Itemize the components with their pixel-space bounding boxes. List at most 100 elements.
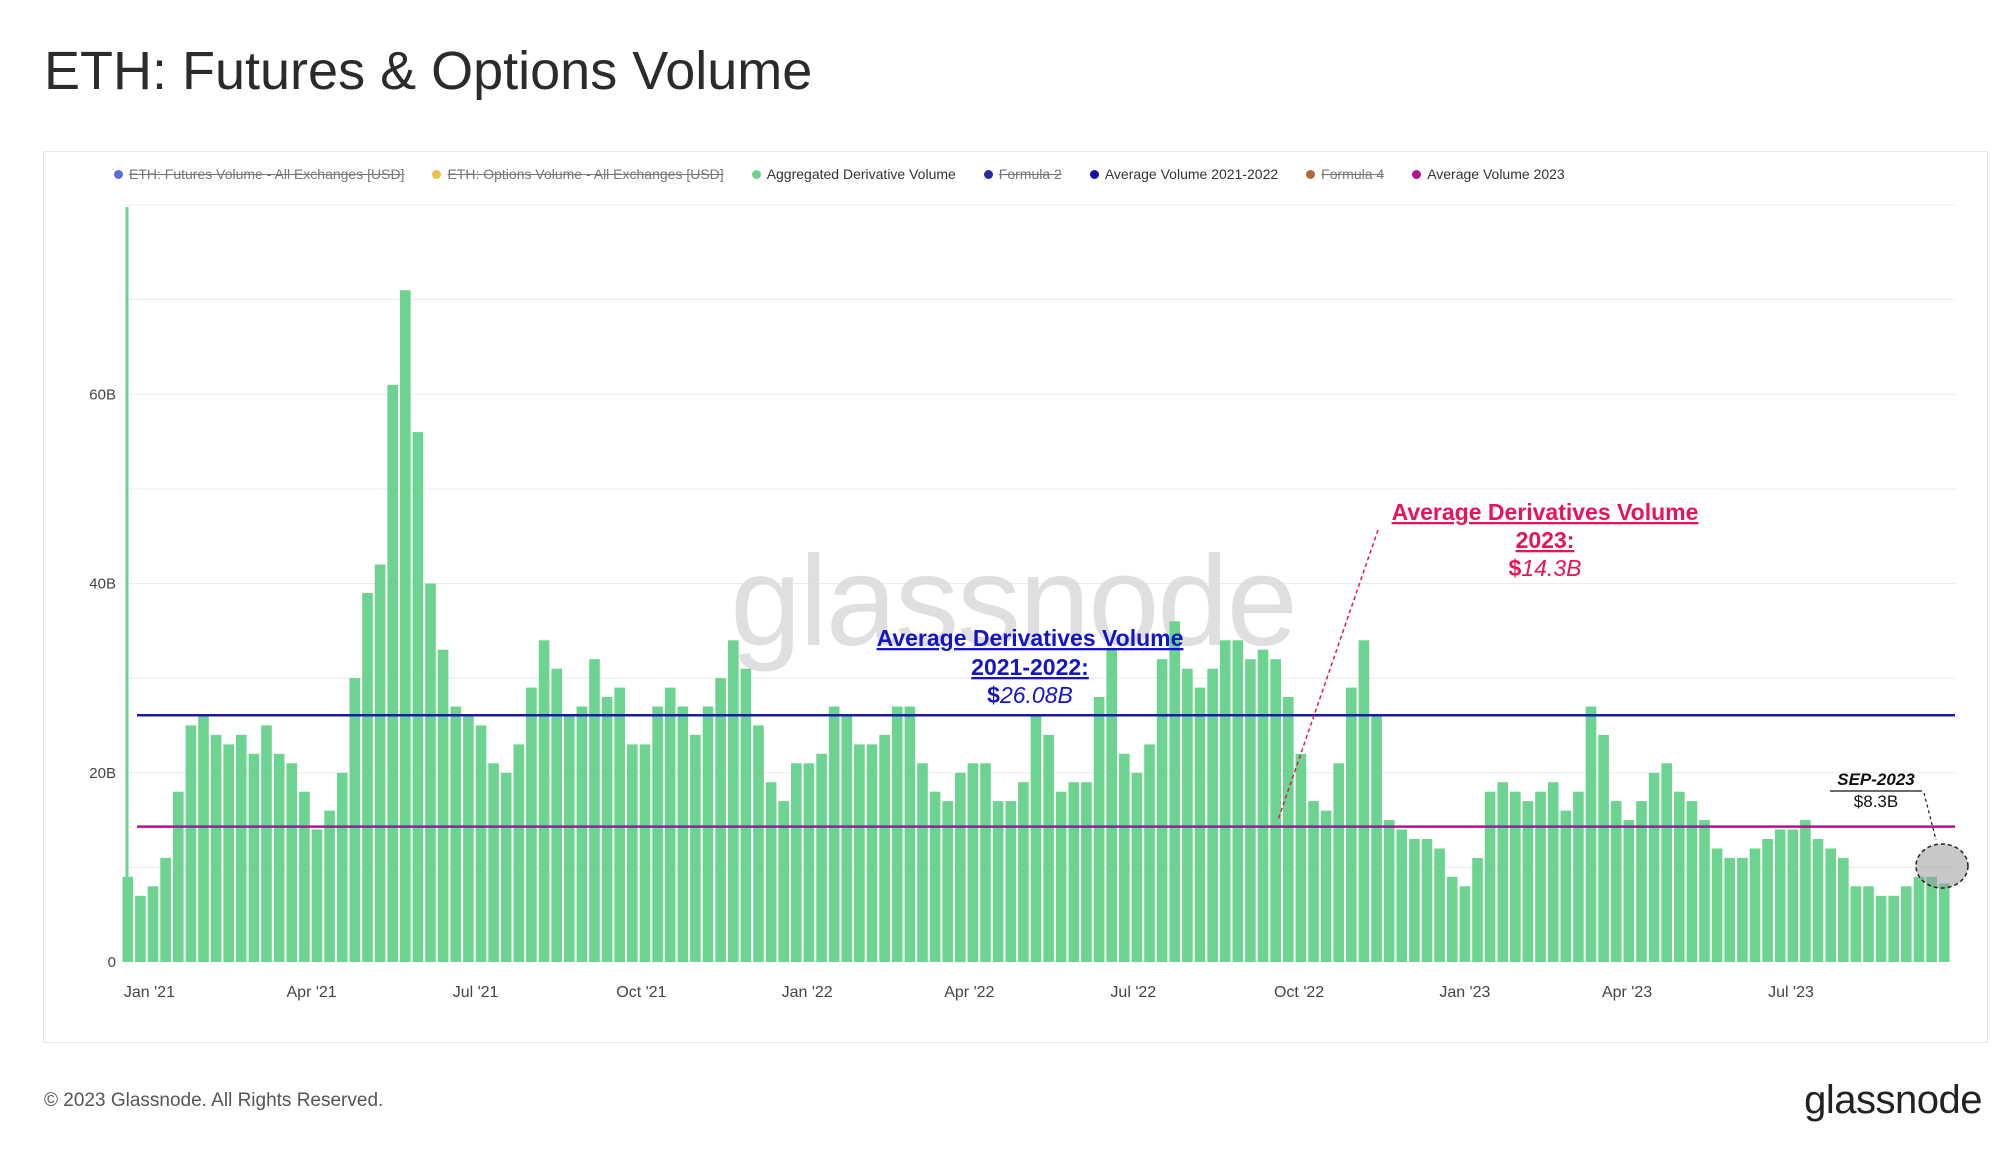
volume-bar [639, 744, 651, 962]
volume-bar [589, 659, 600, 962]
volume-bar [1825, 848, 1836, 962]
volume-bar [791, 763, 802, 962]
volume-bar [652, 706, 663, 962]
volume-bar [1283, 697, 1294, 962]
volume-bar [955, 772, 966, 963]
volume-bar [1636, 801, 1647, 962]
volume-bar [1598, 734, 1609, 962]
volume-bar [854, 744, 865, 962]
volume-bar [236, 734, 247, 962]
legend-item[interactable]: ETH: Futures Volume - All Exchanges [USD… [114, 166, 404, 182]
volume-bar [1308, 801, 1319, 962]
volume-bar [1800, 820, 1811, 962]
volume-bar [526, 687, 537, 962]
legend-item[interactable]: ETH: Options Volume - All Exchanges [USD… [432, 166, 724, 182]
legend-dot-icon [432, 169, 442, 179]
volume-bar [576, 706, 588, 962]
legend-item[interactable]: Formula 4 [1306, 166, 1384, 182]
volume-bar [1749, 848, 1761, 962]
volume-bar [1043, 734, 1054, 962]
volume-bar [917, 763, 928, 962]
volume-bar [412, 432, 424, 963]
legend-item[interactable]: Average Volume 2023 [1412, 166, 1565, 182]
volume-bar [425, 583, 436, 962]
y-tick-label: 0 [108, 954, 116, 971]
legend-label: Formula 2 [998, 166, 1062, 182]
volume-bar [311, 829, 323, 962]
volume-bar [1875, 895, 1887, 962]
legend-item[interactable]: Formula 2 [983, 166, 1062, 182]
legend-label: ETH: Futures Volume - All Exchanges [USD… [129, 166, 405, 182]
volume-bar [1535, 791, 1546, 962]
legend-item[interactable]: Aggregated Derivative Volume [751, 166, 956, 182]
volume-bar [1472, 857, 1483, 962]
volume-bar [1573, 791, 1584, 962]
volume-bar [1081, 782, 1092, 962]
avg-2021-2022-value: $26.08B [987, 682, 1073, 708]
volume-bar [1421, 839, 1433, 962]
x-tick-label: Jul '22 [1110, 984, 1156, 1001]
volume-bar [702, 706, 714, 962]
volume-bar [967, 763, 979, 962]
volume-bar [400, 290, 411, 962]
volume-bar [1522, 801, 1534, 962]
volume-bar [387, 384, 398, 962]
volume-bar [500, 772, 512, 963]
volume-bar [1686, 801, 1698, 962]
volume-bar [1459, 886, 1471, 962]
legend-item[interactable]: Average Volume 2021-2022 [1089, 166, 1279, 182]
sep-2023-highlight-circle [1915, 843, 1969, 889]
legend-label: Average Volume 2021-2022 [1104, 166, 1279, 182]
legend-dot-icon [1089, 169, 1099, 179]
volume-bar [1156, 659, 1168, 962]
volume-bar [513, 744, 525, 962]
avg-2021-2022-subtitle: 2021-2022: [971, 654, 1089, 680]
volume-bar [248, 753, 260, 962]
volume-bar [715, 678, 726, 962]
x-tick-label: Apr '22 [944, 984, 994, 1001]
volume-bar [1245, 659, 1256, 962]
volume-bar [1838, 857, 1849, 962]
volume-bar [551, 668, 562, 962]
glassnode-logo[interactable]: glassnode [1804, 1078, 1982, 1122]
volume-bar [778, 801, 789, 962]
volume-bar [879, 734, 890, 962]
volume-bar [753, 725, 764, 962]
volume-bar [1888, 895, 1899, 962]
volume-bar [1585, 706, 1597, 962]
volume-bar [135, 895, 146, 962]
volume-bar [1434, 848, 1445, 962]
volume-bar [349, 678, 361, 962]
watermark: glassnode [730, 530, 1296, 673]
avg-2021-2022-value-number: 26.08B [999, 682, 1073, 708]
legend-label: Aggregated Derivative Volume [766, 166, 956, 182]
volume-bar [992, 801, 1004, 962]
volume-bar [273, 753, 285, 962]
volume-bar [147, 886, 159, 962]
volume-bar [160, 857, 171, 962]
volume-bar [1497, 782, 1508, 962]
volume-bar [1182, 668, 1193, 962]
volume-bar [450, 706, 462, 962]
volume-bar [1018, 782, 1029, 962]
volume-bar [1383, 820, 1395, 962]
volume-bar [1938, 883, 1950, 962]
volume-bar [866, 744, 878, 962]
volume-bar [374, 564, 386, 962]
legend-label: Formula 4 [1321, 166, 1385, 182]
volume-bar [1446, 876, 1458, 962]
volume-bar [904, 706, 916, 962]
volume-bar [803, 763, 815, 962]
y-tick-label: 60B [89, 386, 116, 403]
volume-bar [1610, 801, 1622, 962]
volume-bar [1510, 791, 1521, 962]
volume-bar [223, 744, 234, 962]
volume-bar [173, 791, 184, 962]
bar-series [122, 290, 1950, 963]
volume-bar [765, 782, 777, 962]
x-tick-label: Apr '21 [287, 984, 337, 1001]
volume-bar [185, 725, 197, 962]
volume-bar [1409, 839, 1420, 962]
volume-bar [1926, 876, 1937, 962]
volume-bar [475, 725, 487, 962]
